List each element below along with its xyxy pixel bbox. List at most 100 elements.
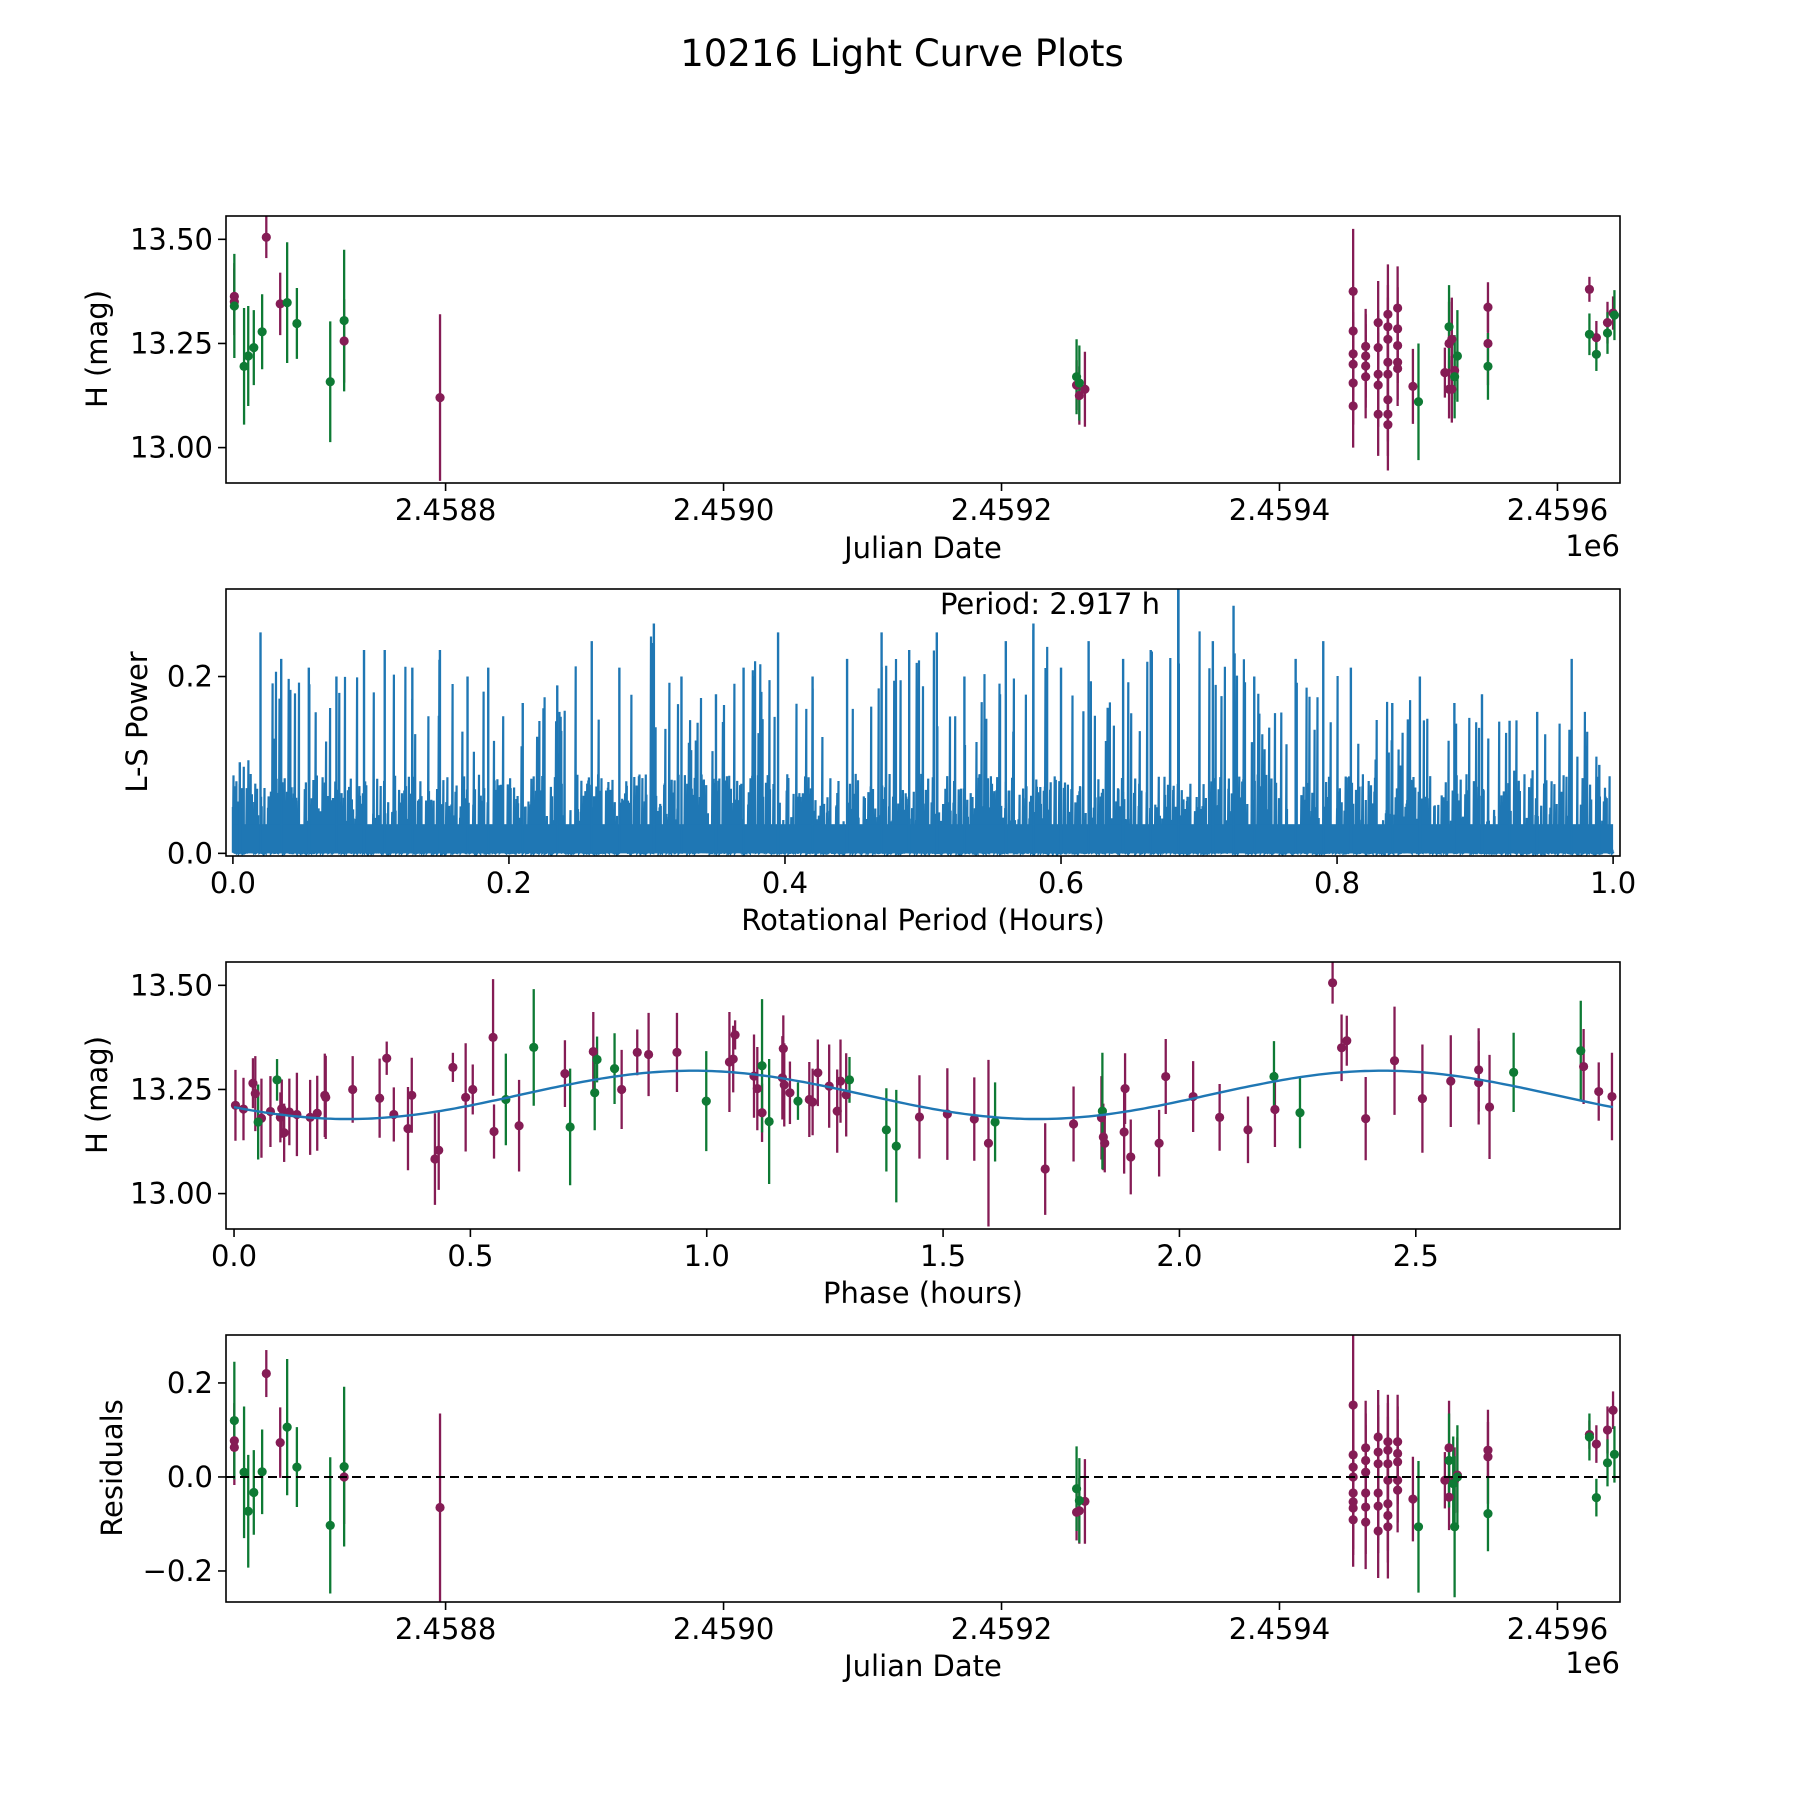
periodogram-panel: 0.0 0.2 0.4 0.6 0.8 1.0 0.0 0.2 Period: 2.917 … — [120, 587, 1636, 937]
phase-point-maroon — [1579, 1061, 1589, 1072]
lightcurve-x-tick-label: 2.4596 — [1507, 493, 1608, 527]
lightcurve-point-maroon — [1483, 302, 1493, 312]
lightcurve-y-tick-label: 13.25 — [130, 326, 213, 360]
phase-point-maroon — [1215, 1112, 1225, 1122]
residuals-point-maroon — [261, 1368, 271, 1379]
lightcurve-point-maroon — [1348, 378, 1358, 388]
lightcurve-panel: 2.4588 2.4590 2.4592 2.4594 2.4596 13.00 13.2… — [80, 215, 1621, 565]
phase-point-maroon — [461, 1092, 471, 1102]
phase-point-green — [1576, 1046, 1586, 1056]
phase-y-tick-label: 13.25 — [130, 1072, 213, 1106]
residuals-point-maroon — [1383, 1445, 1393, 1455]
lightcurve-point-maroon — [1393, 303, 1403, 313]
lightcurve-point-green — [339, 315, 349, 326]
phase-point-maroon — [778, 1044, 788, 1054]
lightcurve-point-maroon — [339, 336, 349, 346]
phase-point-maroon — [752, 1084, 762, 1094]
phase-point-maroon — [757, 1108, 767, 1118]
lightcurve-point-green — [1450, 372, 1460, 382]
phase-point-green — [1509, 1067, 1519, 1077]
phase-point-maroon — [560, 1069, 570, 1079]
residuals-point-green — [1448, 1478, 1458, 1489]
residuals-x-tick-label: 2.4590 — [673, 1612, 774, 1646]
periodogram-y-axis-label: L-S Power — [120, 651, 154, 792]
residuals-point-green — [257, 1467, 267, 1477]
residuals-point-maroon — [229, 1442, 239, 1452]
lightcurve-point-maroon — [1074, 390, 1084, 401]
residuals-point-maroon — [1373, 1501, 1383, 1511]
lightcurve-point-maroon — [1373, 318, 1383, 328]
residuals-point-maroon — [1348, 1400, 1358, 1410]
residuals-point-maroon — [1348, 1488, 1358, 1498]
periodogram-y-tick-label: 0.0 — [167, 836, 213, 870]
phase-point-maroon — [1342, 1036, 1352, 1046]
residuals-point-green — [249, 1487, 259, 1498]
lightcurve-point-maroon — [1383, 309, 1393, 319]
lightcurve-point-maroon — [1383, 334, 1393, 344]
residuals-point-maroon — [1393, 1457, 1403, 1467]
lightcurve-point-green — [1413, 397, 1424, 407]
residuals-y-ticks: −0.2 0.0 0.2 — [143, 1366, 226, 1588]
phase-point-maroon — [617, 1084, 627, 1095]
residuals-point-green — [339, 1462, 349, 1472]
lightcurve-point-maroon — [1393, 363, 1403, 374]
phase-panel: 0.0 0.5 1.0 1.5 2.0 2.5 13.00 13.25 13.50 Phase… — [80, 961, 1621, 1310]
lightcurve-point-green — [243, 351, 253, 361]
lightcurve-point-maroon — [1383, 395, 1393, 405]
lightcurve-point-green — [282, 298, 292, 308]
lightcurve-point-maroon — [1383, 369, 1393, 379]
residuals-point-maroon — [1361, 1455, 1371, 1466]
periodogram-x-tick-label: 1.0 — [1590, 866, 1636, 900]
lightcurve-point-maroon — [1373, 343, 1383, 353]
lightcurve-x-tick-label: 2.4594 — [1229, 493, 1330, 527]
periodogram-x-tick-label: 0.8 — [1314, 866, 1360, 900]
residuals-point-maroon — [1361, 1467, 1371, 1477]
phase-point-maroon — [779, 1080, 789, 1090]
residuals-point-green — [1584, 1432, 1595, 1442]
residuals-point-maroon — [1408, 1494, 1418, 1504]
phase-point-maroon — [1126, 1152, 1136, 1162]
lightcurve-point-maroon — [1361, 351, 1371, 361]
residuals-x-ticks: 2.4588 2.4590 2.4592 2.4594 2.4596 — [395, 1602, 1608, 1646]
lightcurve-point-green — [1444, 322, 1454, 332]
residuals-point-maroon — [1348, 1450, 1358, 1460]
phase-point-maroon — [403, 1124, 413, 1134]
lightcurve-point-maroon — [1383, 357, 1393, 367]
residuals-point-maroon — [1361, 1517, 1371, 1527]
lightcurve-plot-area — [229, 216, 1620, 481]
phase-point-maroon — [321, 1092, 331, 1102]
residuals-point-maroon — [1348, 1515, 1358, 1525]
lightcurve-point-maroon — [1361, 372, 1371, 382]
lightcurve-point-maroon — [1080, 384, 1090, 394]
residuals-point-green — [292, 1462, 302, 1472]
phase-point-maroon — [1040, 1164, 1050, 1174]
phase-x-tick-label: 1.5 — [920, 1239, 966, 1273]
residuals-point-maroon — [1373, 1432, 1383, 1442]
periodogram-x-tick-label: 0.6 — [1038, 866, 1084, 900]
residuals-point-green — [1444, 1455, 1454, 1466]
phase-point-maroon — [835, 1076, 846, 1086]
lightcurve-y-tick-label: 13.00 — [130, 431, 213, 465]
residuals-point-green — [1413, 1522, 1424, 1532]
residuals-point-maroon — [1348, 1503, 1358, 1513]
periodogram-base-band — [232, 824, 1614, 854]
phase-point-maroon — [1361, 1114, 1371, 1124]
phase-point-maroon — [832, 1106, 842, 1116]
residuals-point-green — [325, 1520, 335, 1530]
residuals-point-green — [282, 1422, 292, 1432]
lightcurve-x-ticks: 2.4588 2.4590 2.4592 2.4594 2.4596 — [395, 483, 1608, 527]
phase-point-green — [529, 1042, 539, 1052]
residuals-point-green — [1074, 1495, 1084, 1506]
phase-x-tick-label: 2.5 — [1393, 1239, 1439, 1273]
lightcurve-point-green — [325, 377, 335, 387]
phase-x-axis-label: Phase (hours) — [823, 1276, 1023, 1310]
residuals-point-green — [1602, 1458, 1613, 1468]
residuals-point-maroon — [1361, 1443, 1371, 1453]
residuals-x-tick-label: 2.4592 — [951, 1612, 1052, 1646]
phase-point-green — [1269, 1071, 1279, 1082]
phase-point-maroon — [375, 1093, 385, 1103]
phase-y-tick-label: 13.00 — [130, 1177, 213, 1211]
phase-point-maroon — [643, 1049, 654, 1060]
phase-point-maroon — [983, 1138, 994, 1148]
lightcurve-point-maroon — [1408, 381, 1418, 391]
